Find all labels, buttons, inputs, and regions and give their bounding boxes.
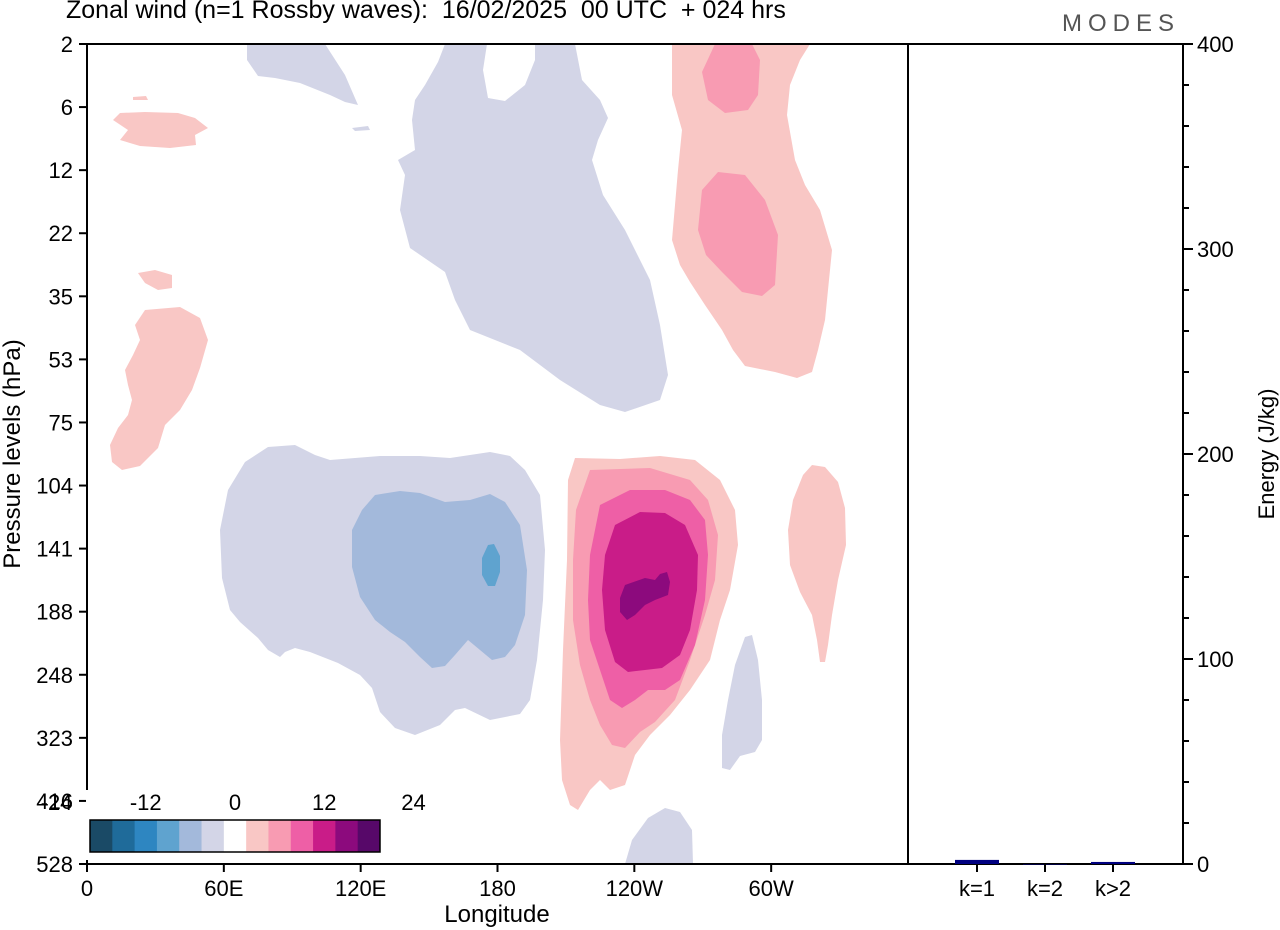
- y-axis-ticks: 2 6 12 22 35 53 75 104 141 188 248 323 416 528: [36, 32, 87, 877]
- energy-axis-ticks: 0 100 200 300 400: [1183, 32, 1234, 877]
- y-tick-label: 35: [49, 284, 73, 309]
- contour-westerly-upper-right-core-1: [702, 44, 760, 113]
- x-tick-label: 0: [81, 876, 93, 901]
- energy-tick-label: 400: [1197, 32, 1234, 57]
- colorbar-swatch: [313, 820, 336, 852]
- contour-westerly-upper-troposphere-max: [620, 572, 670, 620]
- contour-westerly-left-1: [113, 112, 208, 148]
- y-tick-label: 248: [36, 663, 73, 688]
- contour-easterly-lower-patch-1: [722, 635, 762, 770]
- energy-bar: [955, 859, 999, 864]
- y-tick-label: 528: [36, 852, 73, 877]
- energy-category-label: k=2: [1027, 876, 1063, 901]
- colorbar-label: 24: [401, 790, 425, 815]
- chart-title: Zonal wind (n=1 Rossby waves): 16/02/202…: [66, 0, 786, 24]
- contour-westerly-upper-right-core-2: [698, 172, 778, 296]
- x-tick-label: 60W: [749, 876, 794, 901]
- colorbar: -24 -12 0 12 24: [41, 790, 426, 860]
- y-axis-label: Pressure levels (hPa): [0, 339, 26, 568]
- x-tick-label: 120E: [335, 876, 386, 901]
- energy-panel-frame: [907, 43, 1184, 865]
- contour-easterly-lower-patch-2: [625, 808, 693, 864]
- colorbar-label: 12: [312, 790, 336, 815]
- y-tick-label: 416: [36, 789, 73, 814]
- colorbar-swatch: [223, 820, 247, 852]
- contour-easterly-upper-troposphere-max: [482, 544, 500, 586]
- colorbar-swatch: [134, 820, 158, 852]
- y-tick-label: 12: [49, 158, 73, 183]
- contour-westerly-left-4: [110, 307, 208, 470]
- contour-field: [110, 44, 846, 864]
- x-tick-label: 60E: [204, 876, 243, 901]
- y-tick-label: 22: [49, 221, 73, 246]
- brand-logo: MODES: [1061, 10, 1180, 37]
- y-tick-label: 141: [36, 537, 73, 562]
- colorbar-label: -24: [41, 790, 73, 815]
- colorbar-label: -12: [130, 790, 162, 815]
- x-tick-label: 120W: [606, 876, 664, 901]
- colorbar-swatch: [268, 820, 292, 852]
- energy-tick-label: 100: [1197, 647, 1234, 672]
- x-axis-ticks: 0 60E 120E 180 120W 60W: [81, 864, 794, 901]
- contour-westerly-left-3: [138, 270, 172, 290]
- y-tick-label: 104: [36, 474, 73, 499]
- x-axis-label: Longitude: [444, 901, 549, 928]
- colorbar-swatch: [156, 820, 180, 852]
- contour-easterly-stratosphere-main: [398, 44, 668, 412]
- colorbar-frame: [89, 819, 381, 853]
- y-tick-label: 75: [49, 410, 73, 435]
- x-tick-label: 180: [479, 876, 516, 901]
- energy-bar: [1091, 861, 1135, 864]
- y-tick-label: 323: [36, 726, 73, 751]
- contour-easterly-speck: [352, 126, 370, 131]
- contour-westerly-east-tongue: [788, 465, 846, 662]
- colorbar-swatch: [357, 820, 381, 852]
- energy-bars: k=1 k=2 k>2: [955, 859, 1135, 901]
- colorbar-swatch: [112, 820, 136, 852]
- contour-easterly-upper-troposphere-core: [352, 491, 527, 668]
- colorbar-swatch: [201, 820, 225, 852]
- energy-tick-label: 0: [1197, 852, 1209, 877]
- energy-category-label: k>2: [1095, 876, 1131, 901]
- colorbar-swatch: [246, 820, 269, 852]
- y-tick-label: 6: [61, 95, 73, 120]
- contour-westerly-left-2: [133, 96, 148, 100]
- energy-tick-label: 200: [1197, 442, 1234, 467]
- y-tick-label: 53: [49, 347, 73, 372]
- colorbar-swatch: [90, 820, 113, 852]
- energy-category-label: k=1: [959, 876, 995, 901]
- colorbar-swatch: [290, 820, 314, 852]
- colorbar-swatch: [335, 820, 359, 852]
- colorbar-swatch: [179, 820, 203, 852]
- y-tick-label: 188: [36, 600, 73, 625]
- contour-easterly-stratosphere: [247, 44, 358, 105]
- energy-tick-label: 300: [1197, 237, 1234, 262]
- energy-axis-label: Energy (J/kg): [1254, 389, 1279, 520]
- colorbar-label: 0: [229, 790, 241, 815]
- y-tick-label: 2: [61, 32, 73, 57]
